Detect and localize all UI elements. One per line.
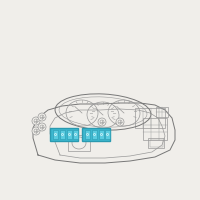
FancyBboxPatch shape	[67, 130, 72, 139]
FancyBboxPatch shape	[60, 130, 65, 139]
Ellipse shape	[32, 127, 40, 135]
FancyBboxPatch shape	[99, 130, 104, 139]
FancyBboxPatch shape	[50, 128, 78, 141]
FancyBboxPatch shape	[105, 130, 110, 139]
FancyBboxPatch shape	[92, 130, 97, 139]
FancyBboxPatch shape	[82, 128, 110, 141]
Ellipse shape	[38, 123, 46, 131]
FancyBboxPatch shape	[53, 130, 58, 139]
FancyBboxPatch shape	[73, 130, 78, 139]
Ellipse shape	[32, 117, 40, 125]
Ellipse shape	[98, 118, 106, 126]
Ellipse shape	[116, 118, 124, 126]
Ellipse shape	[38, 113, 46, 121]
FancyBboxPatch shape	[85, 130, 90, 139]
